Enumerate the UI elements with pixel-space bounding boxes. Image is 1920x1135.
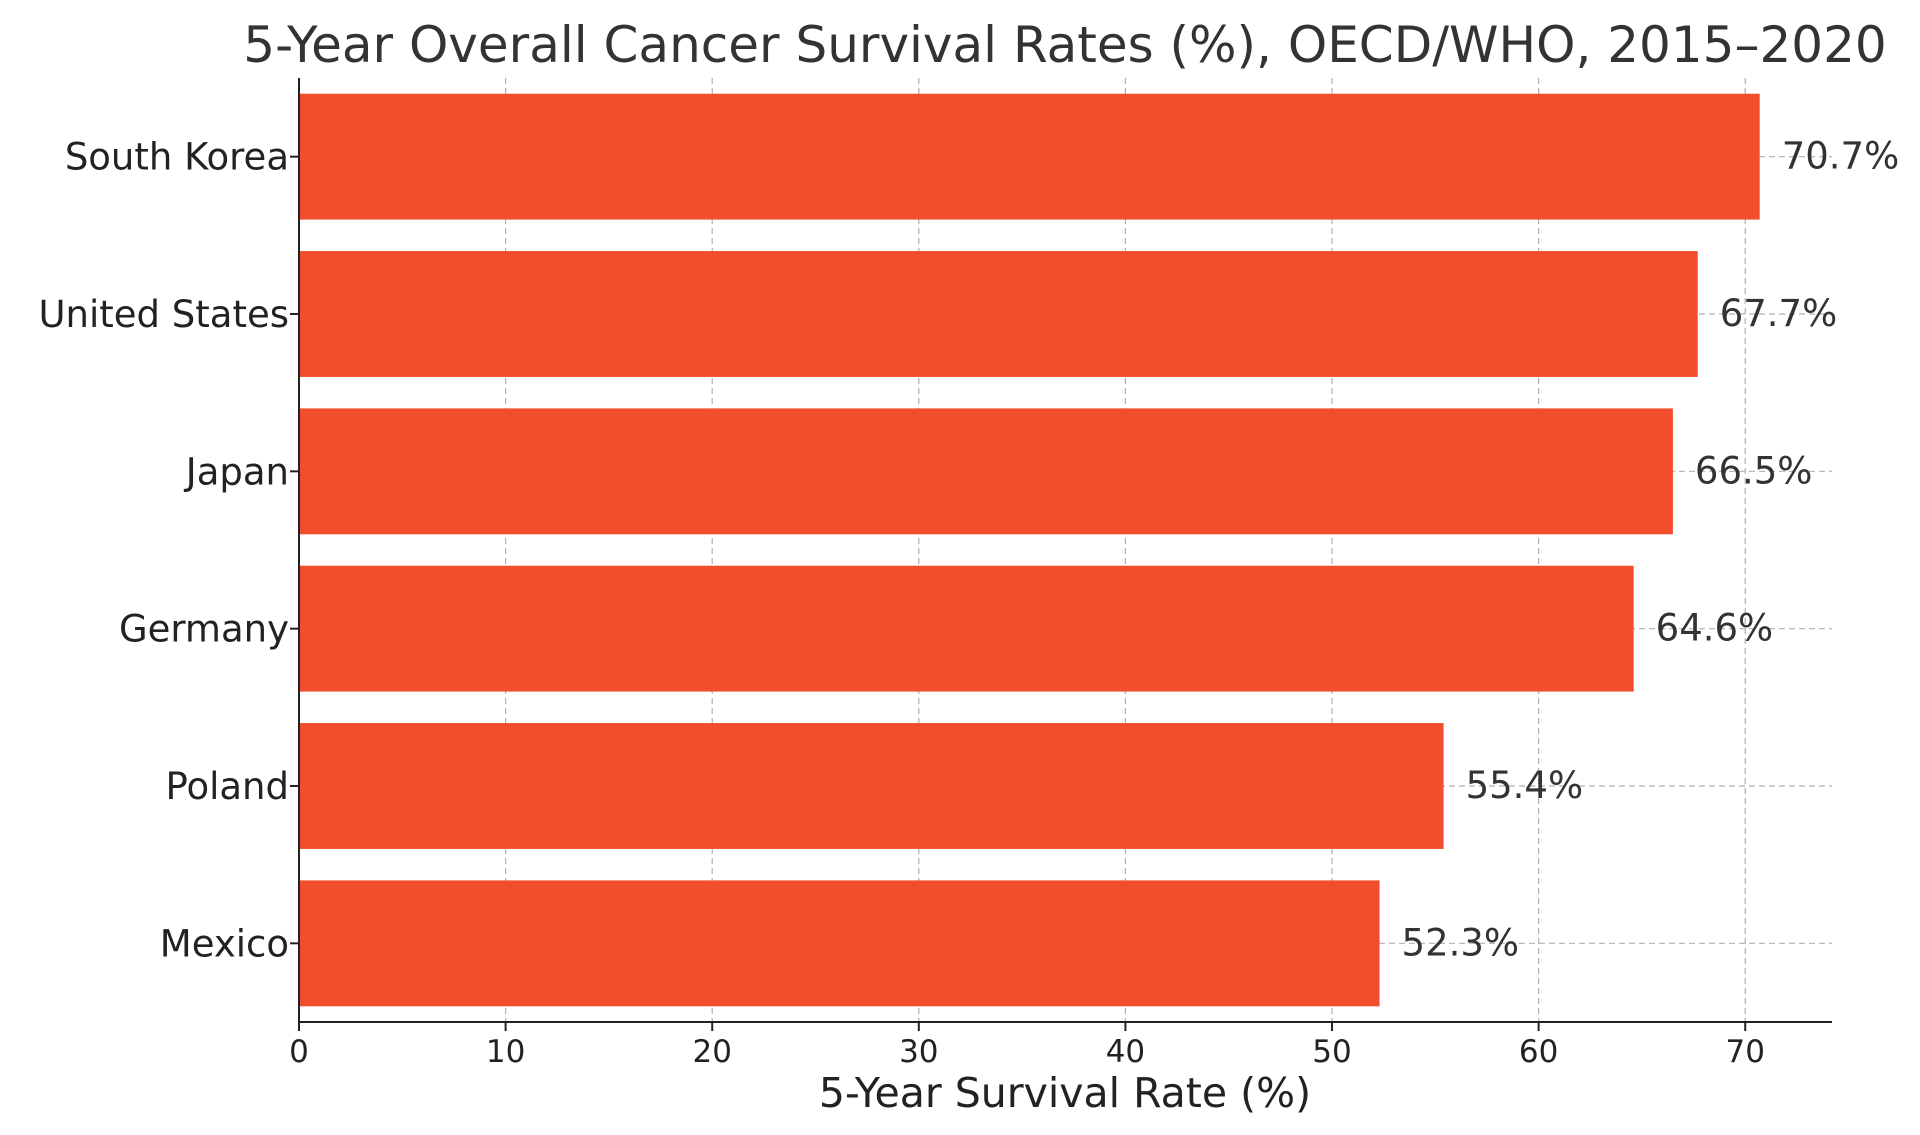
data-labels: 70.7% 67.7% 66.5% 64.6% 55.4% 52.3% <box>1402 135 1900 965</box>
bar <box>299 251 1698 377</box>
data-label: 64.6% <box>1656 607 1774 650</box>
category-label: Japan <box>184 450 289 493</box>
chart-title: 5-Year Overall Cancer Survival Rates (%)… <box>243 16 1886 74</box>
data-label: 52.3% <box>1402 921 1520 964</box>
category-label: South Korea <box>65 136 289 179</box>
category-labels: South Korea United States Japan Germany Pola… <box>38 136 289 966</box>
x-tick-label: 70 <box>1725 1034 1764 1070</box>
data-label: 55.4% <box>1466 764 1584 807</box>
bars <box>299 93 1760 1007</box>
data-label: 67.7% <box>1720 292 1838 335</box>
x-tick-label: 60 <box>1519 1034 1558 1070</box>
bar <box>299 723 1444 849</box>
data-label: 66.5% <box>1695 449 1813 492</box>
x-tick-label: 30 <box>899 1034 938 1070</box>
bar <box>299 93 1760 220</box>
category-label: Mexico <box>160 922 289 965</box>
x-axis-ticks: 0 10 20 30 40 50 60 70 <box>289 155 1765 1070</box>
x-axis-label: 5-Year Survival Rate (%) <box>819 1069 1311 1117</box>
x-tick-label: 0 <box>289 1034 309 1070</box>
category-label: United States <box>38 293 289 336</box>
x-tick-label: 20 <box>692 1034 731 1070</box>
bar <box>299 408 1673 535</box>
bar <box>299 880 1380 1007</box>
x-tick-label: 40 <box>1106 1034 1145 1070</box>
data-label: 70.7% <box>1782 135 1900 178</box>
category-label: Germany <box>119 608 289 651</box>
x-tick-label: 10 <box>486 1034 525 1070</box>
x-tick-label: 50 <box>1312 1034 1351 1070</box>
bar <box>299 565 1634 692</box>
category-label: Poland <box>165 765 289 808</box>
